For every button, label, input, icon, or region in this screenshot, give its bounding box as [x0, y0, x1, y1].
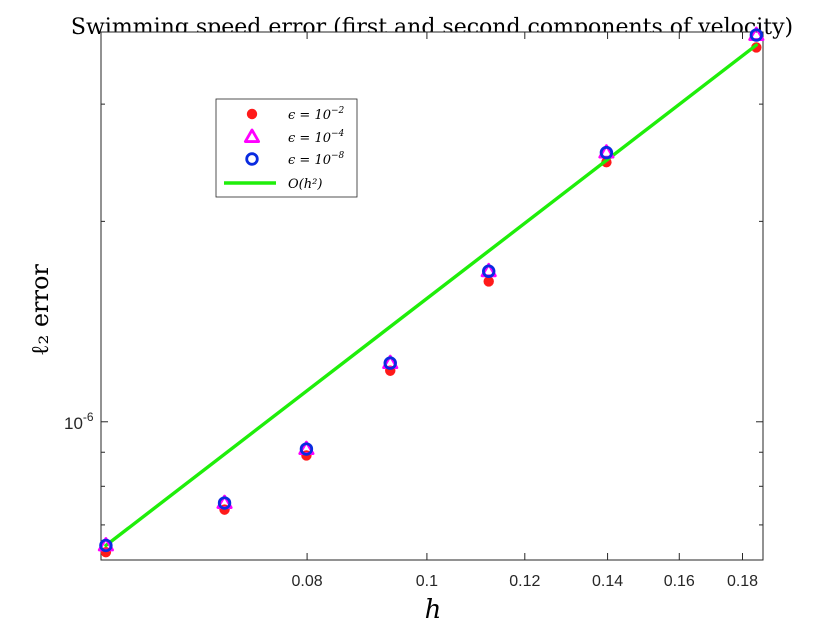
y-axis-label: ℓ₂ error [26, 264, 54, 356]
data-point-series-2 [599, 145, 614, 160]
legend-swatch-marker [243, 128, 261, 143]
data-point-series-0 [483, 276, 494, 287]
data-point-series-2 [299, 442, 314, 456]
legend-box [215, 98, 358, 198]
x-tick-label: 0.12 [509, 573, 540, 590]
x-tick-label: 0.08 [292, 573, 323, 590]
legend-label: O(h²) [288, 177, 322, 192]
y-tick-label: 10-6 [64, 410, 94, 433]
legend-swatch-marker [245, 152, 259, 166]
x-tick-label: 0.1 [416, 573, 438, 590]
x-tick-label: 0.14 [592, 573, 623, 590]
data-point-series-2 [482, 264, 496, 278]
data-point-series-0 [751, 42, 762, 53]
data-point-series-2 [217, 496, 232, 510]
legend-label: ϵ = 10−4 [288, 129, 345, 146]
series-line-o-h2 [104, 43, 759, 548]
data-point-series-2 [99, 538, 113, 553]
legend: ϵ = 10−2 ϵ = 10−4 ϵ = 10−8 O(h²) [215, 98, 358, 198]
legend-swatch-marker [246, 108, 258, 120]
data-series [97, 26, 765, 558]
data-point-series-2 [749, 28, 764, 42]
axis-ticks [101, 32, 763, 560]
x-tick-label: 0.16 [664, 573, 695, 590]
tick-labels: 0.08 0.1 0.12 0.14 0.16 0.18 10-6 [64, 410, 758, 590]
legend-label: ϵ = 10−2 [288, 106, 345, 123]
data-point-series-2 [383, 356, 397, 370]
x-tick-label: 0.18 [727, 573, 758, 590]
x-axis-label: h [425, 595, 442, 625]
legend-label: ϵ = 10−8 [288, 151, 345, 168]
